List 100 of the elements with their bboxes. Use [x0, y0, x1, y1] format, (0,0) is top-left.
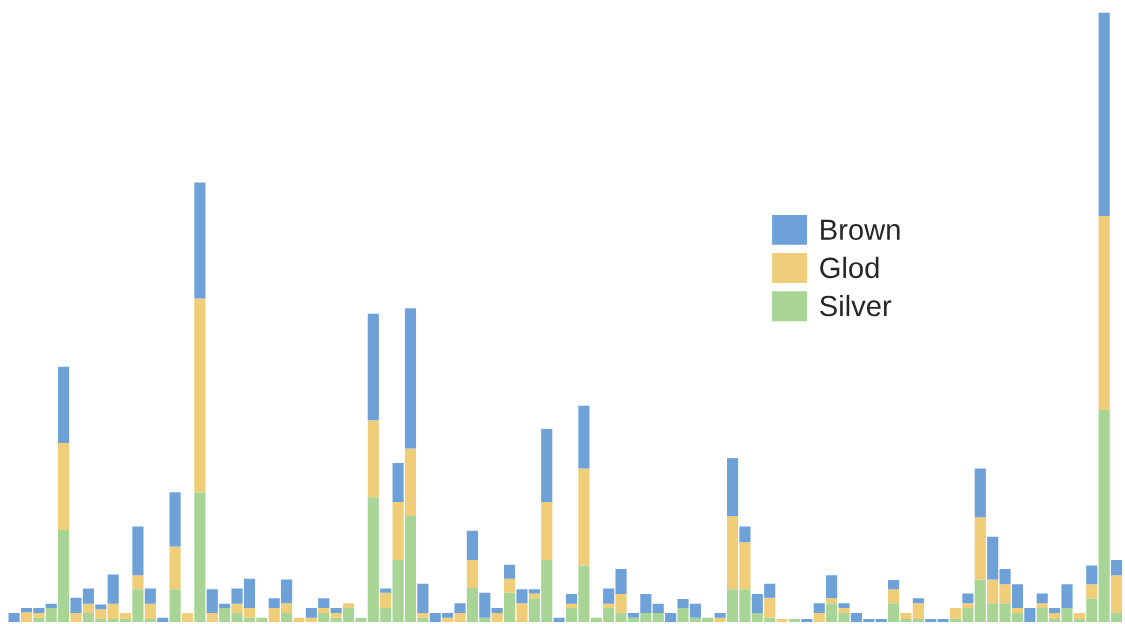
bar	[974, 468, 986, 518]
bar	[1098, 12, 1110, 217]
bar	[912, 598, 924, 604]
bar	[888, 589, 900, 604]
bar	[1110, 559, 1123, 576]
bar	[169, 589, 181, 623]
bar	[58, 366, 70, 443]
bar	[1098, 216, 1110, 410]
bar	[318, 608, 330, 613]
bar	[8, 612, 20, 623]
bar	[764, 597, 776, 618]
bar	[788, 619, 801, 623]
bar	[318, 598, 330, 609]
bar	[962, 593, 974, 604]
bar	[652, 612, 664, 623]
bar	[652, 603, 664, 613]
bar	[826, 598, 838, 604]
bar	[144, 603, 156, 620]
bar	[1036, 593, 1048, 604]
bar	[949, 608, 962, 620]
bar	[1011, 584, 1024, 609]
bar	[305, 608, 317, 618]
bar	[380, 592, 392, 609]
bar	[714, 617, 726, 623]
bar	[281, 612, 293, 623]
bar	[169, 546, 181, 590]
bar	[33, 617, 45, 623]
bar	[826, 575, 838, 599]
bar	[466, 530, 478, 560]
bar	[726, 458, 739, 517]
bar	[1011, 608, 1024, 613]
bar	[454, 603, 466, 613]
bar	[937, 619, 949, 623]
bar	[801, 619, 813, 623]
bar	[157, 617, 169, 623]
bar	[58, 442, 70, 531]
bar	[541, 428, 553, 503]
bar	[132, 575, 144, 590]
legend-label: Brown	[821, 219, 900, 241]
bar	[875, 619, 887, 623]
bar	[107, 574, 119, 604]
legend-label: Glod	[820, 256, 879, 279]
bar	[417, 612, 429, 618]
bar	[132, 526, 144, 576]
bar	[553, 617, 565, 623]
bar	[206, 612, 218, 623]
bar	[466, 559, 478, 588]
bar	[479, 592, 491, 618]
legend-label: Silver	[820, 294, 892, 317]
bar	[169, 492, 181, 547]
bar	[491, 608, 503, 613]
bar	[1049, 612, 1061, 620]
bar	[1073, 612, 1085, 620]
bar	[640, 594, 652, 613]
bar	[888, 580, 900, 590]
bar	[330, 612, 342, 618]
bar	[318, 612, 330, 623]
bar	[330, 608, 342, 613]
bar	[528, 593, 540, 599]
bar	[70, 612, 82, 623]
bar	[714, 612, 726, 618]
bar	[417, 583, 429, 613]
bar	[380, 588, 392, 593]
bar	[1036, 603, 1048, 609]
bar	[392, 463, 404, 503]
bar	[1086, 584, 1098, 599]
bar	[1061, 584, 1073, 609]
bar	[541, 502, 553, 560]
bar	[342, 603, 355, 609]
bar	[144, 588, 156, 604]
bar	[974, 517, 986, 580]
bar	[1049, 608, 1061, 613]
bar	[367, 313, 379, 421]
bar	[194, 298, 206, 493]
bar	[665, 612, 677, 623]
bar	[503, 578, 516, 593]
bar	[503, 564, 516, 579]
bar	[194, 492, 206, 623]
bar	[739, 526, 751, 543]
bar	[627, 612, 640, 618]
bar	[45, 603, 57, 609]
bar	[491, 612, 503, 623]
bar	[776, 619, 788, 623]
bar	[578, 468, 590, 566]
bar	[1024, 608, 1036, 623]
bar	[1086, 565, 1098, 585]
bar	[503, 592, 516, 623]
bar	[925, 619, 937, 623]
bar	[404, 308, 417, 449]
bar	[565, 594, 578, 604]
bar	[565, 603, 578, 609]
bar	[962, 603, 974, 609]
bar	[367, 420, 379, 498]
bar	[813, 612, 825, 623]
bar	[838, 608, 850, 613]
bar	[813, 603, 825, 613]
bar	[95, 604, 107, 610]
bar	[194, 182, 206, 299]
bar	[578, 405, 590, 469]
bar	[181, 612, 194, 623]
